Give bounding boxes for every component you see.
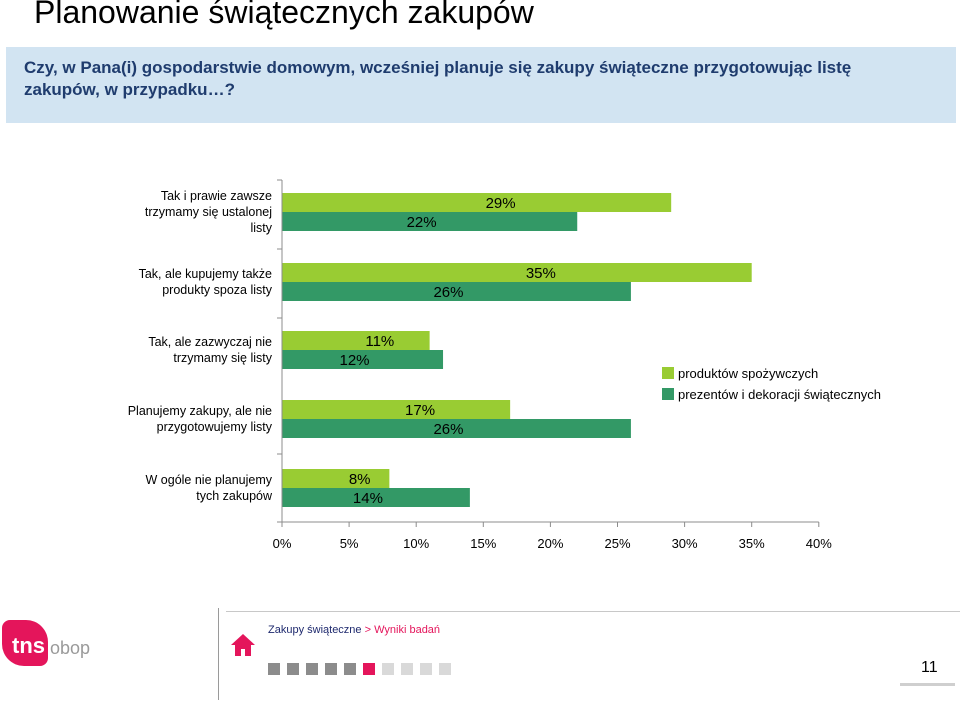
x-tick-label: 10% xyxy=(403,536,429,551)
category-label: tych zakupów xyxy=(196,489,273,503)
nav-square[interactable] xyxy=(306,663,318,675)
x-tick-label: 30% xyxy=(672,536,698,551)
page-number-underline xyxy=(900,683,955,686)
tns-logo xyxy=(2,620,48,666)
bar-value-label: 22% xyxy=(407,214,437,231)
footer xyxy=(0,603,960,701)
category-label: Tak i prawie zawsze xyxy=(161,189,272,203)
breadcrumb-separator: > xyxy=(364,624,372,636)
category-label: W ogóle nie planujemy xyxy=(146,473,273,487)
footer-divider xyxy=(218,608,219,700)
category-label: listy xyxy=(250,221,272,235)
bar-0-2 xyxy=(282,331,430,350)
category-label: produkty spoza listy xyxy=(162,283,273,297)
bar-1-0 xyxy=(282,212,578,231)
nav-square[interactable] xyxy=(268,663,280,675)
nav-square[interactable] xyxy=(363,663,375,675)
bar-0-1 xyxy=(282,263,752,282)
x-tick-label: 20% xyxy=(537,536,563,551)
nav-square[interactable] xyxy=(420,663,432,675)
bar-value-label: 26% xyxy=(433,421,463,438)
category-label: trzymamy się listy xyxy=(173,351,272,365)
nav-square[interactable] xyxy=(439,663,451,675)
breadcrumb: Zakupy świąteczne > Wyniki badań xyxy=(268,624,440,636)
category-label: Tak, ale zazwyczaj nie xyxy=(148,335,272,349)
page-number: 11 xyxy=(921,659,938,676)
breadcrumb-current[interactable]: Wyniki badań xyxy=(374,624,441,636)
x-tick-label: 15% xyxy=(470,536,496,551)
category-label: Tak, ale kupujemy także xyxy=(139,267,272,281)
logo-sub-text: obop xyxy=(50,638,91,658)
x-tick-label: 5% xyxy=(340,536,359,551)
x-tick-label: 35% xyxy=(739,536,765,551)
bar-value-label: 17% xyxy=(405,402,435,419)
bar-value-label: 12% xyxy=(340,352,370,369)
bar-0-4 xyxy=(282,469,390,488)
nav-square[interactable] xyxy=(382,663,394,675)
bar-value-label: 29% xyxy=(486,195,516,212)
nav-square[interactable] xyxy=(344,663,356,675)
legend-label: prezentów i dekoracji świątecznych xyxy=(678,387,881,402)
legend-swatch xyxy=(662,367,674,379)
category-label: przygotowujemy listy xyxy=(157,420,273,434)
logo-main-text: tns xyxy=(12,633,45,658)
x-tick-label: 0% xyxy=(273,536,292,551)
bar-value-label: 11% xyxy=(365,333,394,350)
category-label: Planujemy zakupy, ale nie xyxy=(128,404,272,418)
survey-question: Czy, w Pana(i) gospodarstwie domowym, wc… xyxy=(24,58,852,99)
page-title: Planowanie świątecznych zakupów xyxy=(34,0,534,30)
bar-chart: 29% 22% Tak i prawie zawsze trzymamy się us… xyxy=(128,179,881,551)
bar-0-3 xyxy=(282,400,511,419)
legend-swatch xyxy=(662,388,674,400)
bar-1-1 xyxy=(282,282,631,301)
footer-top-line xyxy=(226,611,960,612)
nav-square[interactable] xyxy=(401,663,413,675)
bar-0-0 xyxy=(282,193,672,212)
home-icon[interactable] xyxy=(230,632,256,658)
legend-label: produktów spożywczych xyxy=(678,366,818,381)
x-tick-label: 40% xyxy=(806,536,832,551)
bar-value-label: 35% xyxy=(526,265,556,282)
bar-value-label: 8% xyxy=(349,471,371,488)
category-label: trzymamy się ustalonej xyxy=(145,205,272,219)
bar-1-4 xyxy=(282,488,470,507)
question-box: Czy, w Pana(i) gospodarstwie domowym, wc… xyxy=(6,47,956,123)
bar-value-label: 26% xyxy=(433,284,463,301)
x-tick-label: 25% xyxy=(604,536,630,551)
bar-1-2 xyxy=(282,350,444,369)
nav-square[interactable] xyxy=(325,663,337,675)
bar-value-label: 14% xyxy=(353,490,383,507)
breadcrumb-root[interactable]: Zakupy świąteczne xyxy=(268,624,362,636)
bar-1-3 xyxy=(282,419,631,438)
nav-square[interactable] xyxy=(287,663,299,675)
